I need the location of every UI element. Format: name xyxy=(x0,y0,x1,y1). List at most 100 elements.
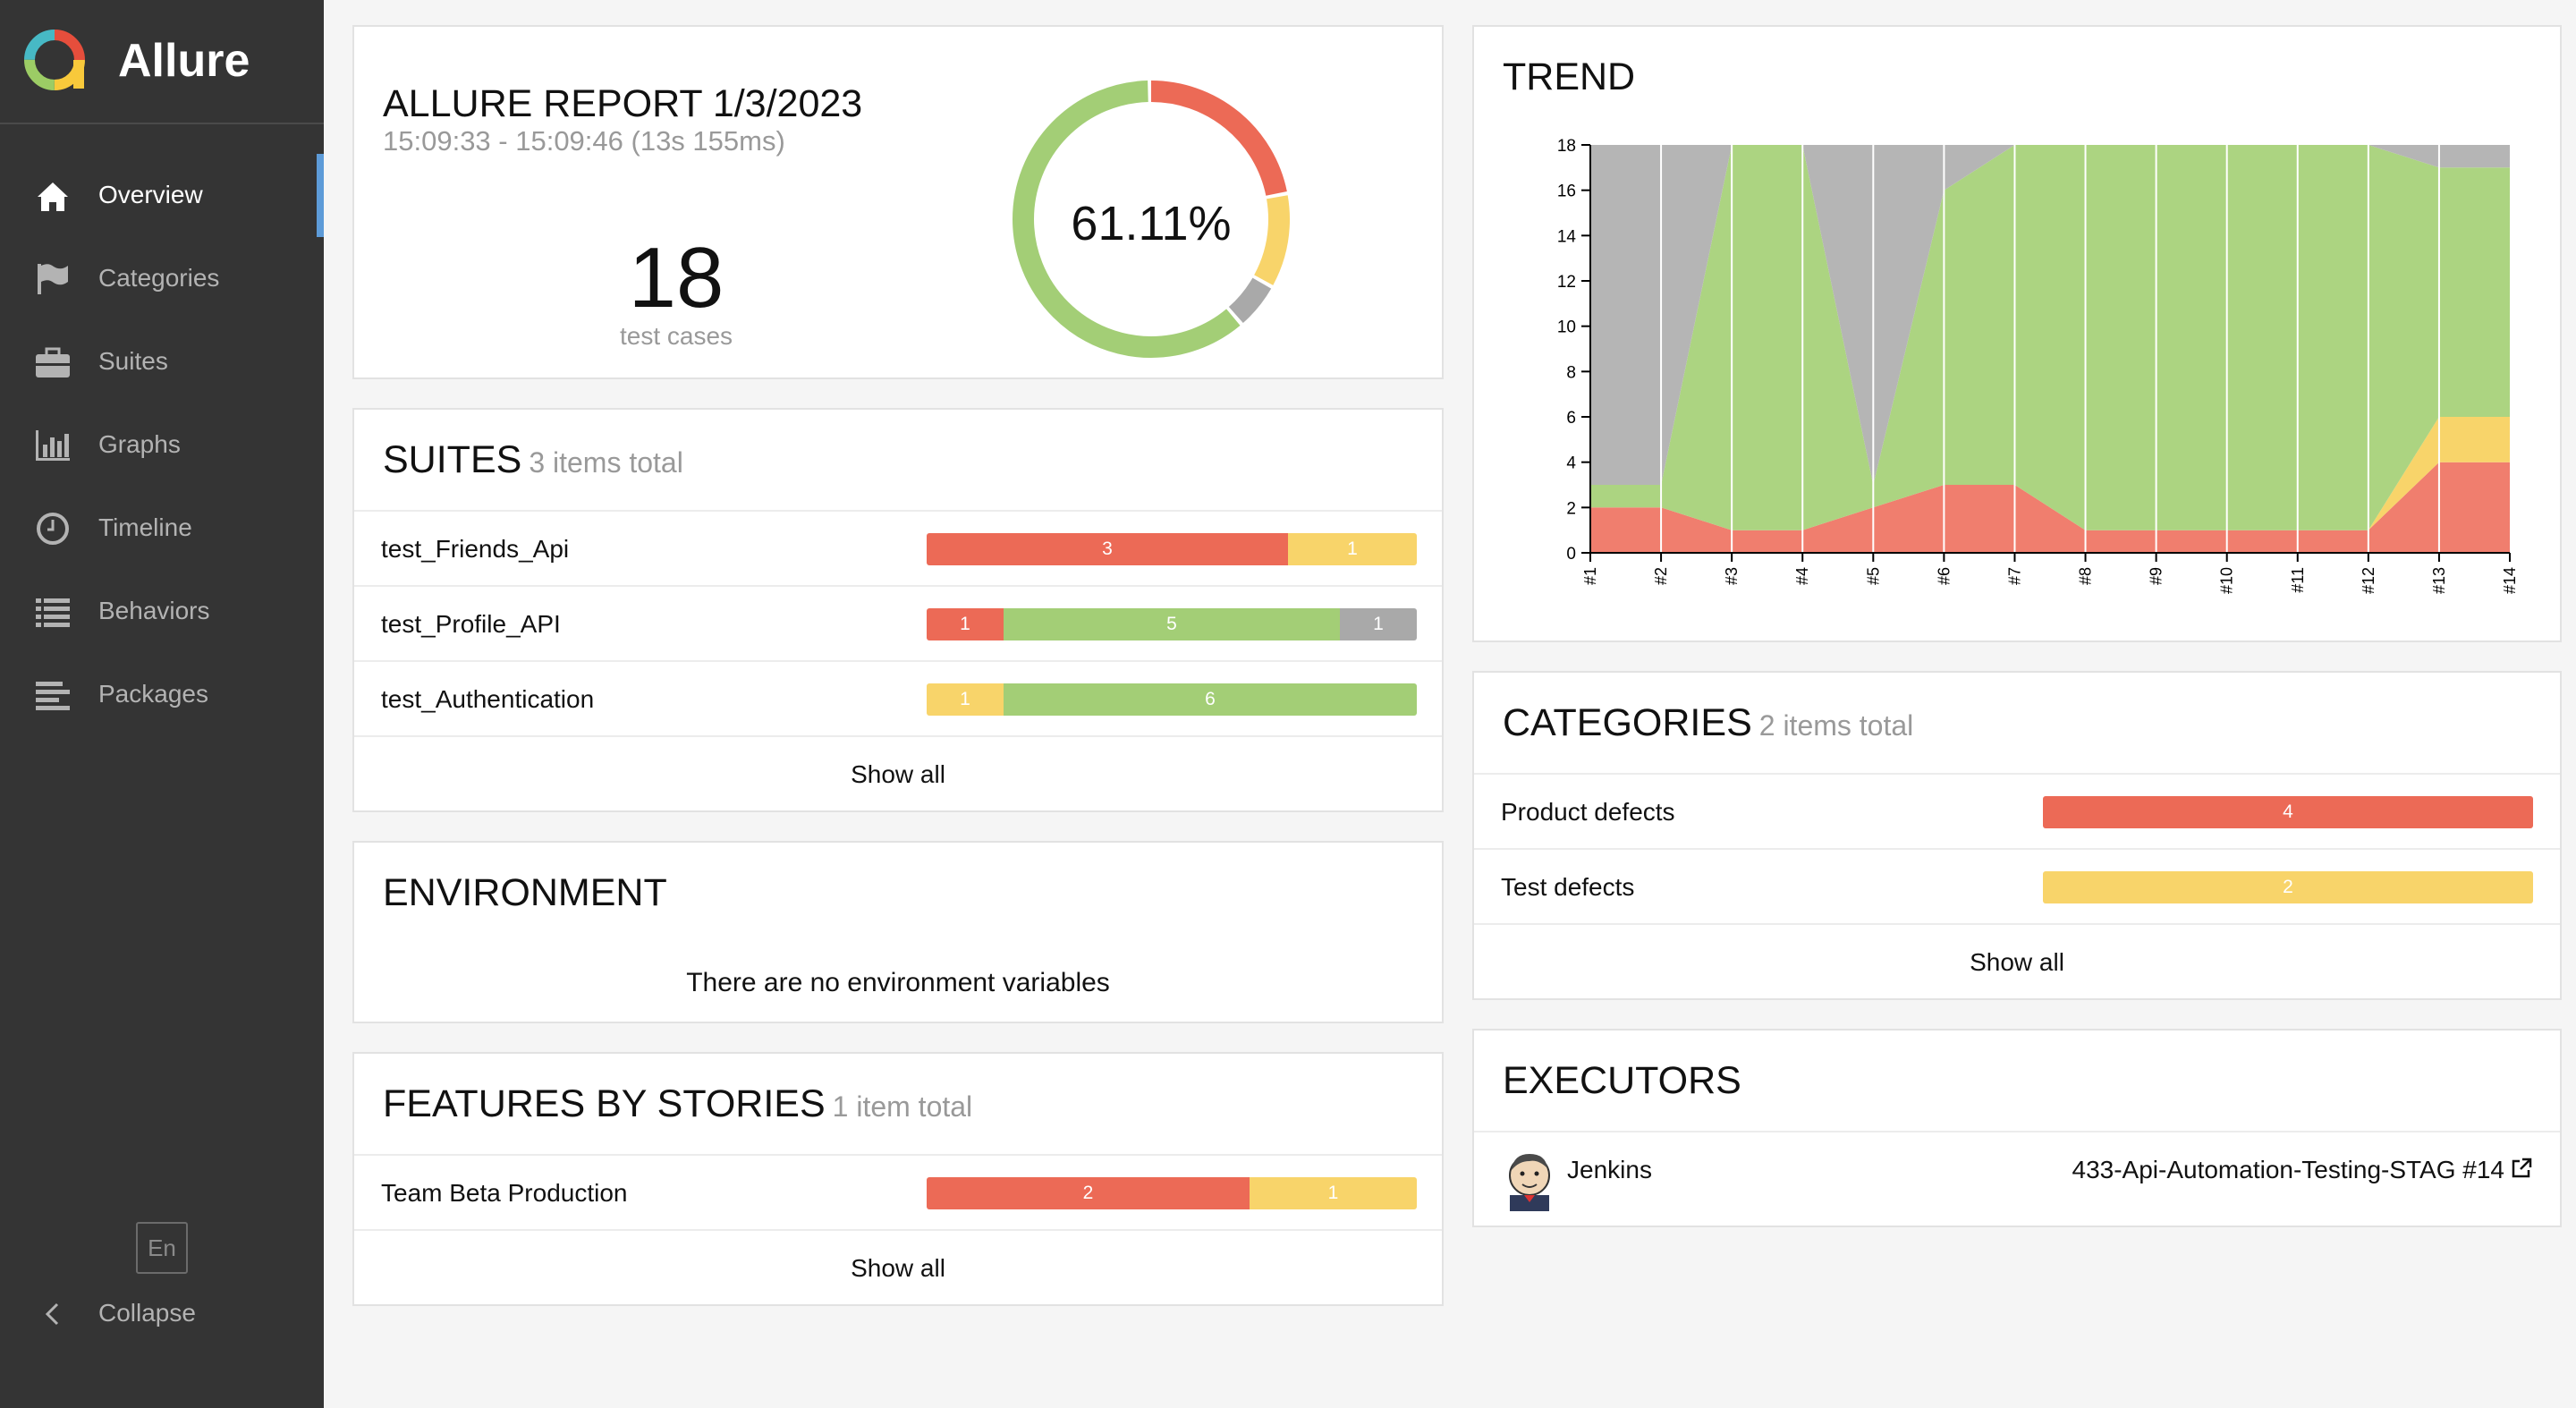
broken-segment: 1 xyxy=(1288,533,1417,565)
status-bar[interactable]: 2 1 xyxy=(927,1177,1417,1209)
executor-name: Jenkins xyxy=(1567,1156,1652,1183)
x-tick-label: #14 xyxy=(2501,567,2519,594)
suite-name: test_Friends_Api xyxy=(381,535,570,563)
sidebar-item-suites[interactable]: Suites xyxy=(0,320,324,403)
trend-area-skipped[interactable] xyxy=(1590,145,2510,485)
executors-widget: EXECUTORS Jenkins 433-Api-Automation-Tes… xyxy=(1472,1029,2562,1227)
x-tick-label: #3 xyxy=(1723,567,1741,585)
y-tick-label: 4 xyxy=(1566,454,1576,473)
executors-title: EXECUTORS xyxy=(1503,1059,1741,1102)
suites-count: 3 items total xyxy=(529,446,683,479)
x-tick-label: #4 xyxy=(1793,567,1811,585)
table-row[interactable]: test_Friends_Api 3 1 xyxy=(354,510,1442,585)
collapse-label: Collapse xyxy=(98,1299,196,1327)
x-tick-label: #10 xyxy=(2218,567,2236,594)
environment-empty-message: There are no environment variables xyxy=(686,968,1110,997)
suites-widget: SUITES 3 items total test_Friends_Api 3 1… xyxy=(352,408,1444,812)
trend-chart[interactable]: 0 2 4 6 8 10 12 14 16 18 #1 #2 #3 #4 #5 #6 #7 #8 #9 #10 #11 #… xyxy=(1474,27,2560,640)
table-row[interactable]: Team Beta Production 2 1 xyxy=(354,1154,1442,1229)
skipped-segment: 1 xyxy=(1340,608,1417,640)
table-row[interactable]: test_Profile_API 1 5 1 xyxy=(354,585,1442,660)
failed-segment: 1 xyxy=(927,608,1004,640)
donut-slice-passed[interactable] xyxy=(1013,81,1290,358)
align-left-icon xyxy=(36,682,70,710)
trend-area-passed[interactable] xyxy=(1590,145,2510,530)
brand[interactable]: Allure xyxy=(0,0,324,124)
categories-show-all-link[interactable]: Show all xyxy=(1474,923,2560,998)
bar-chart-icon xyxy=(36,430,70,461)
allure-logo-icon xyxy=(24,30,85,90)
suites-show-all-link[interactable]: Show all xyxy=(354,735,1442,810)
categories-count: 2 items total xyxy=(1758,709,1914,742)
status-bar[interactable]: 1 6 xyxy=(927,683,1417,716)
y-tick-label: 10 xyxy=(1557,318,1576,337)
sidebar-item-label: Categories xyxy=(98,264,220,292)
sidebar-item-overview[interactable]: Overview xyxy=(0,154,324,237)
executor-build-link[interactable]: 433-Api-Automation-Testing-STAG #14 xyxy=(2072,1156,2534,1184)
features-show-all-link[interactable]: Show all xyxy=(354,1229,1442,1304)
y-tick-label: 8 xyxy=(1566,363,1576,382)
report-time: 15:09:33 - 15:09:46 (13s 155ms) xyxy=(383,125,785,157)
x-tick-label: #7 xyxy=(2005,567,2023,585)
x-tick-label: #5 xyxy=(1864,567,1882,585)
passed-segment: 5 xyxy=(1004,608,1340,640)
language-button[interactable]: En xyxy=(136,1222,188,1274)
status-donut-chart[interactable] xyxy=(1004,72,1299,367)
trend-area-failed[interactable] xyxy=(1590,462,2510,553)
collapse-button[interactable]: Collapse xyxy=(0,1288,324,1342)
suites-title: SUITES 3 items total xyxy=(383,438,683,481)
broken-segment: 1 xyxy=(927,683,1004,716)
x-tick-label: #1 xyxy=(1581,567,1599,585)
list-icon xyxy=(36,598,70,627)
x-tick-label: #9 xyxy=(2148,567,2165,585)
trend-title: TREND xyxy=(1503,55,1636,98)
test-case-label: test cases xyxy=(619,322,733,350)
environment-widget: ENVIRONMENT There are no environment var… xyxy=(352,841,1444,1023)
suite-name: test_Profile_API xyxy=(381,610,561,638)
table-row[interactable]: test_Authentication 1 6 xyxy=(354,660,1442,735)
donut-slice-broken[interactable] xyxy=(1013,81,1290,358)
sidebar-item-graphs[interactable]: Graphs xyxy=(0,403,324,487)
sidebar-item-label: Behaviors xyxy=(98,597,210,624)
sidebar: Allure Overview Categories Suites Graphs… xyxy=(0,0,324,1408)
clock-icon xyxy=(37,513,69,545)
table-row[interactable]: Product defects 4 xyxy=(1474,773,2560,848)
features-widget: FEATURES BY STORIES 1 item total Team Bet… xyxy=(352,1052,1444,1306)
sidebar-item-label: Suites xyxy=(98,347,168,375)
y-tick-label: 6 xyxy=(1566,409,1576,428)
test-case-count: 18 xyxy=(628,230,724,326)
category-bar[interactable]: 4 xyxy=(2043,796,2533,828)
features-count: 1 item total xyxy=(832,1090,973,1123)
category-bar[interactable]: 2 xyxy=(2043,871,2533,903)
environment-title: ENVIRONMENT xyxy=(383,871,667,914)
sidebar-item-categories[interactable]: Categories xyxy=(0,237,324,320)
donut-slice-failed[interactable] xyxy=(1013,81,1290,358)
failed-segment: 2 xyxy=(927,1177,1250,1209)
summary-widget: ALLURE REPORT 1/3/2023 15:09:33 - 15:09:… xyxy=(352,25,1444,379)
status-bar[interactable]: 1 5 1 xyxy=(927,608,1417,640)
chevron-left-icon xyxy=(45,1302,59,1326)
product-defects-segment: 4 xyxy=(2043,796,2533,828)
y-tick-label: 2 xyxy=(1566,499,1576,518)
y-tick-label: 0 xyxy=(1566,545,1576,564)
table-row[interactable]: Test defects 2 xyxy=(1474,848,2560,923)
feature-name: Team Beta Production xyxy=(381,1179,628,1207)
report-title: ALLURE REPORT 1/3/2023 xyxy=(383,82,863,125)
features-title: FEATURES BY STORIES 1 item total xyxy=(383,1082,973,1125)
x-tick-label: #13 xyxy=(2430,567,2448,594)
broken-segment: 1 xyxy=(1250,1177,1417,1209)
category-name: Product defects xyxy=(1501,798,1675,826)
category-name: Test defects xyxy=(1501,873,1635,901)
status-bar[interactable]: 3 1 xyxy=(927,533,1417,565)
sidebar-item-packages[interactable]: Packages xyxy=(0,653,324,736)
briefcase-icon xyxy=(36,347,70,377)
home-icon xyxy=(38,182,68,211)
sidebar-item-behaviors[interactable]: Behaviors xyxy=(0,570,324,653)
brand-name: Allure xyxy=(118,35,250,87)
passed-segment: 6 xyxy=(1004,683,1417,716)
x-tick-label: #6 xyxy=(1935,567,1953,585)
y-tick-label: 18 xyxy=(1557,137,1576,156)
sidebar-item-timeline[interactable]: Timeline xyxy=(0,487,324,570)
y-tick-label: 12 xyxy=(1557,273,1576,292)
x-tick-label: #8 xyxy=(2077,567,2095,585)
